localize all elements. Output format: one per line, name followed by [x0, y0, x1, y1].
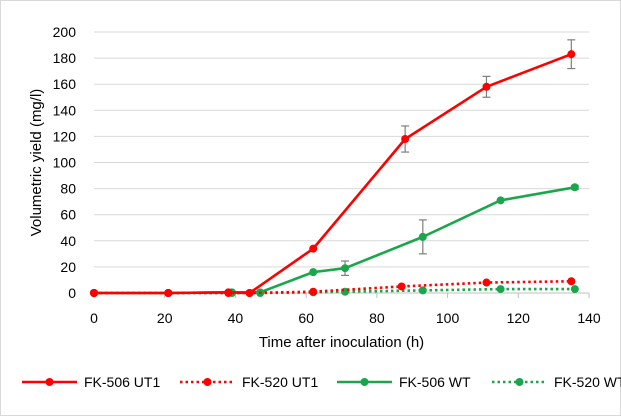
legend-label-fk-506-ut1: FK-506 UT1 [84, 374, 160, 390]
legend-item-fk-506-wt: FK-506 WT [337, 374, 471, 390]
x-tick-label-140: 140 [577, 310, 601, 326]
data-point-fk-506-wt-6 [418, 232, 427, 241]
x-tick-label-120: 120 [507, 310, 531, 326]
y-tick-labels: 0 20 40 60 80 100 120 140 160 180 200 [53, 24, 77, 301]
data-point-fk-520-ut1-7 [567, 277, 576, 286]
x-tick-label-100: 100 [436, 310, 460, 326]
x-tick-labels: 0 20 40 60 80 100 120 140 [90, 310, 601, 326]
y-tick-label-200: 200 [53, 24, 77, 40]
legend-label-fk-506-wt: FK-506 WT [399, 374, 471, 390]
y-tick-label-140: 140 [53, 102, 77, 118]
x-tick-label-20: 20 [157, 310, 173, 326]
data-point-fk-506-ut1-5 [401, 135, 410, 144]
data-point-fk-520-wt-7 [496, 285, 505, 294]
y-tick-label-180: 180 [53, 50, 77, 66]
data-point-fk-520-wt-8 [570, 285, 579, 294]
data-point-fk-520-ut1-5 [397, 282, 406, 291]
x-tick-label-0: 0 [90, 310, 98, 326]
data-point-fk-520-wt-6 [418, 286, 427, 295]
y-tick-label-60: 60 [60, 207, 76, 223]
data-point-fk-520-ut1-6 [482, 278, 491, 287]
y-tick-label-20: 20 [60, 259, 76, 275]
x-tick-label-40: 40 [228, 310, 244, 326]
legend-label-fk-520-ut1: FK-520 UT1 [242, 374, 318, 390]
legend-item-fk-520-wt: FK-520 WT [492, 374, 621, 390]
data-point-fk-520-ut1-2 [224, 289, 233, 297]
y-tick-label-160: 160 [53, 76, 77, 92]
y-tick-label-40: 40 [60, 233, 76, 249]
series-fk-506-wt [90, 183, 579, 297]
y-tick-label-80: 80 [60, 181, 76, 197]
legend-marker-fk-506-ut1 [45, 378, 54, 386]
legend-marker-fk-506-wt [360, 378, 369, 386]
series-layer [90, 39, 579, 297]
data-point-fk-520-ut1-1 [164, 289, 173, 297]
y-tick-label-100: 100 [53, 155, 77, 171]
legend-label-fk-520-wt: FK-520 WT [554, 374, 621, 390]
series-fk-506-ut1 [90, 39, 576, 297]
gridlines [94, 31, 589, 268]
legend: FK-506 UT1 FK-520 UT1 FK-506 WT FK-520 WT [22, 374, 621, 390]
legend-item-fk-520-ut1: FK-520 UT1 [180, 374, 318, 390]
data-point-fk-506-wt-5 [341, 264, 350, 273]
data-point-fk-520-ut1-4 [309, 287, 318, 296]
y-tick-label-0: 0 [68, 285, 76, 301]
series-fk-520-wt [90, 285, 579, 297]
legend-item-fk-506-ut1: FK-506 UT1 [22, 374, 160, 390]
legend-marker-fk-520-wt [515, 378, 524, 386]
series-line-fk-506-ut1 [94, 52, 572, 295]
y-axis-title: Volumetric yield (mg/l) [28, 89, 45, 237]
data-point-fk-506-ut1-6 [482, 82, 491, 91]
data-point-fk-520-ut1-0 [90, 289, 98, 297]
legend-marker-fk-520-ut1 [203, 378, 212, 386]
data-point-fk-506-wt-4 [309, 268, 318, 277]
data-point-fk-506-ut1-7 [567, 50, 576, 59]
x-tick-label-60: 60 [298, 310, 314, 326]
data-point-fk-506-wt-7 [496, 196, 505, 205]
series-fk-520-ut1 [90, 277, 576, 297]
data-point-fk-506-ut1-4 [309, 244, 318, 253]
y-tick-label-120: 120 [53, 128, 77, 144]
x-tick-label-80: 80 [369, 310, 385, 326]
series-line-fk-520-ut1 [94, 279, 572, 295]
data-point-fk-506-wt-8 [570, 183, 579, 192]
data-point-fk-520-ut1-3 [245, 289, 254, 297]
x-axis-title: Time after inoculation (h) [259, 334, 424, 351]
